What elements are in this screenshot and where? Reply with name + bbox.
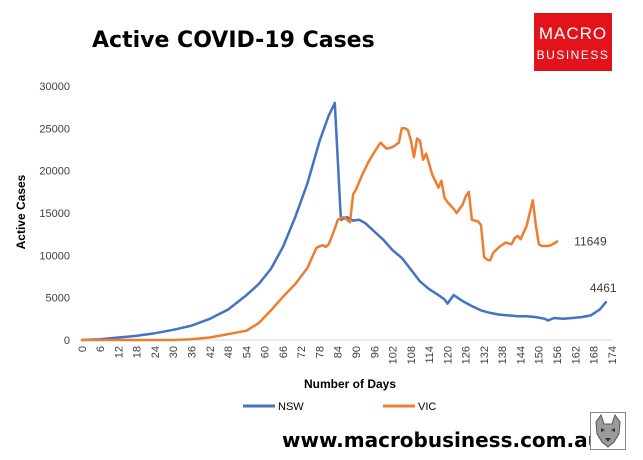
y-axis-label: Active Cases bbox=[14, 174, 28, 249]
x-tick-label: 126 bbox=[461, 346, 473, 364]
x-tick-label: 168 bbox=[589, 346, 601, 364]
chart-title: Active COVID-19 Cases bbox=[92, 28, 375, 53]
series-lines bbox=[80, 101, 608, 342]
x-tick-label: 108 bbox=[406, 346, 418, 364]
website-url: www.macrobusiness.com.au bbox=[282, 428, 602, 452]
x-tick-label: 24 bbox=[150, 346, 162, 358]
legend-label-vic: VIC bbox=[418, 401, 436, 413]
y-tick-label: 25000 bbox=[39, 123, 70, 135]
x-tick-label: 120 bbox=[442, 346, 454, 364]
y-tick-label: 5000 bbox=[46, 293, 70, 305]
data-label-vic: 11649 bbox=[574, 234, 607, 248]
y-tick-label: 30000 bbox=[39, 81, 70, 93]
y-tick-label: 20000 bbox=[39, 166, 70, 178]
x-tick-label: 138 bbox=[497, 346, 509, 364]
legend-label-nsw: NSW bbox=[278, 401, 304, 413]
series-line-nsw bbox=[80, 101, 608, 342]
x-tick-label: 102 bbox=[388, 346, 400, 364]
x-tick-label: 150 bbox=[534, 346, 546, 364]
x-tick-label: 48 bbox=[223, 346, 235, 358]
x-tick-label: 162 bbox=[570, 346, 582, 364]
x-tick-label: 54 bbox=[241, 346, 253, 358]
logo-line-business: BUSINESS bbox=[536, 48, 610, 62]
x-tick-label: 144 bbox=[515, 346, 527, 364]
y-tick-label: 0 bbox=[64, 335, 70, 347]
macrobusiness-logo: MACRO BUSINESS bbox=[534, 13, 612, 71]
x-tick-label: 60 bbox=[260, 346, 272, 358]
x-tick-label: 36 bbox=[187, 346, 199, 358]
x-tick-label: 42 bbox=[205, 346, 217, 358]
series-line-vic bbox=[80, 127, 559, 342]
x-tick-label: 0 bbox=[77, 346, 89, 352]
y-tick-label: 10000 bbox=[39, 250, 70, 262]
x-tick-label: 72 bbox=[296, 346, 308, 358]
x-tick-label: 174 bbox=[607, 346, 619, 364]
y-tick-label: 15000 bbox=[39, 208, 70, 220]
x-tick-label: 156 bbox=[552, 346, 564, 364]
legend: NSW VIC bbox=[243, 401, 436, 413]
data-labels: 11649 4461 bbox=[574, 234, 617, 295]
x-tick-label: 18 bbox=[132, 346, 144, 358]
x-tick-label: 6 bbox=[95, 346, 107, 352]
wolf-logo-icon bbox=[590, 412, 626, 450]
x-tick-label: 114 bbox=[424, 346, 436, 364]
x-tick-label: 132 bbox=[479, 346, 491, 364]
x-axis-label: Number of Days bbox=[304, 377, 396, 391]
x-tick-label: 12 bbox=[113, 346, 125, 358]
x-tick-label: 84 bbox=[333, 346, 345, 358]
x-tick-label: 30 bbox=[168, 346, 180, 358]
x-tick-label: 90 bbox=[351, 346, 363, 358]
x-tick-label: 78 bbox=[314, 346, 326, 358]
x-tick-label: 96 bbox=[369, 346, 381, 358]
logo-line-macro: MACRO bbox=[538, 24, 608, 43]
y-axis-ticks: 0 5000 10000 15000 20000 25000 30000 bbox=[39, 81, 70, 347]
x-axis-ticks: 0 6 12 18 24 30 36 42 48 54 60 66 72 78 84 90 96 102 108 11… bbox=[77, 346, 619, 364]
x-tick-label: 66 bbox=[278, 346, 290, 358]
data-label-nsw: 4461 bbox=[590, 281, 617, 295]
